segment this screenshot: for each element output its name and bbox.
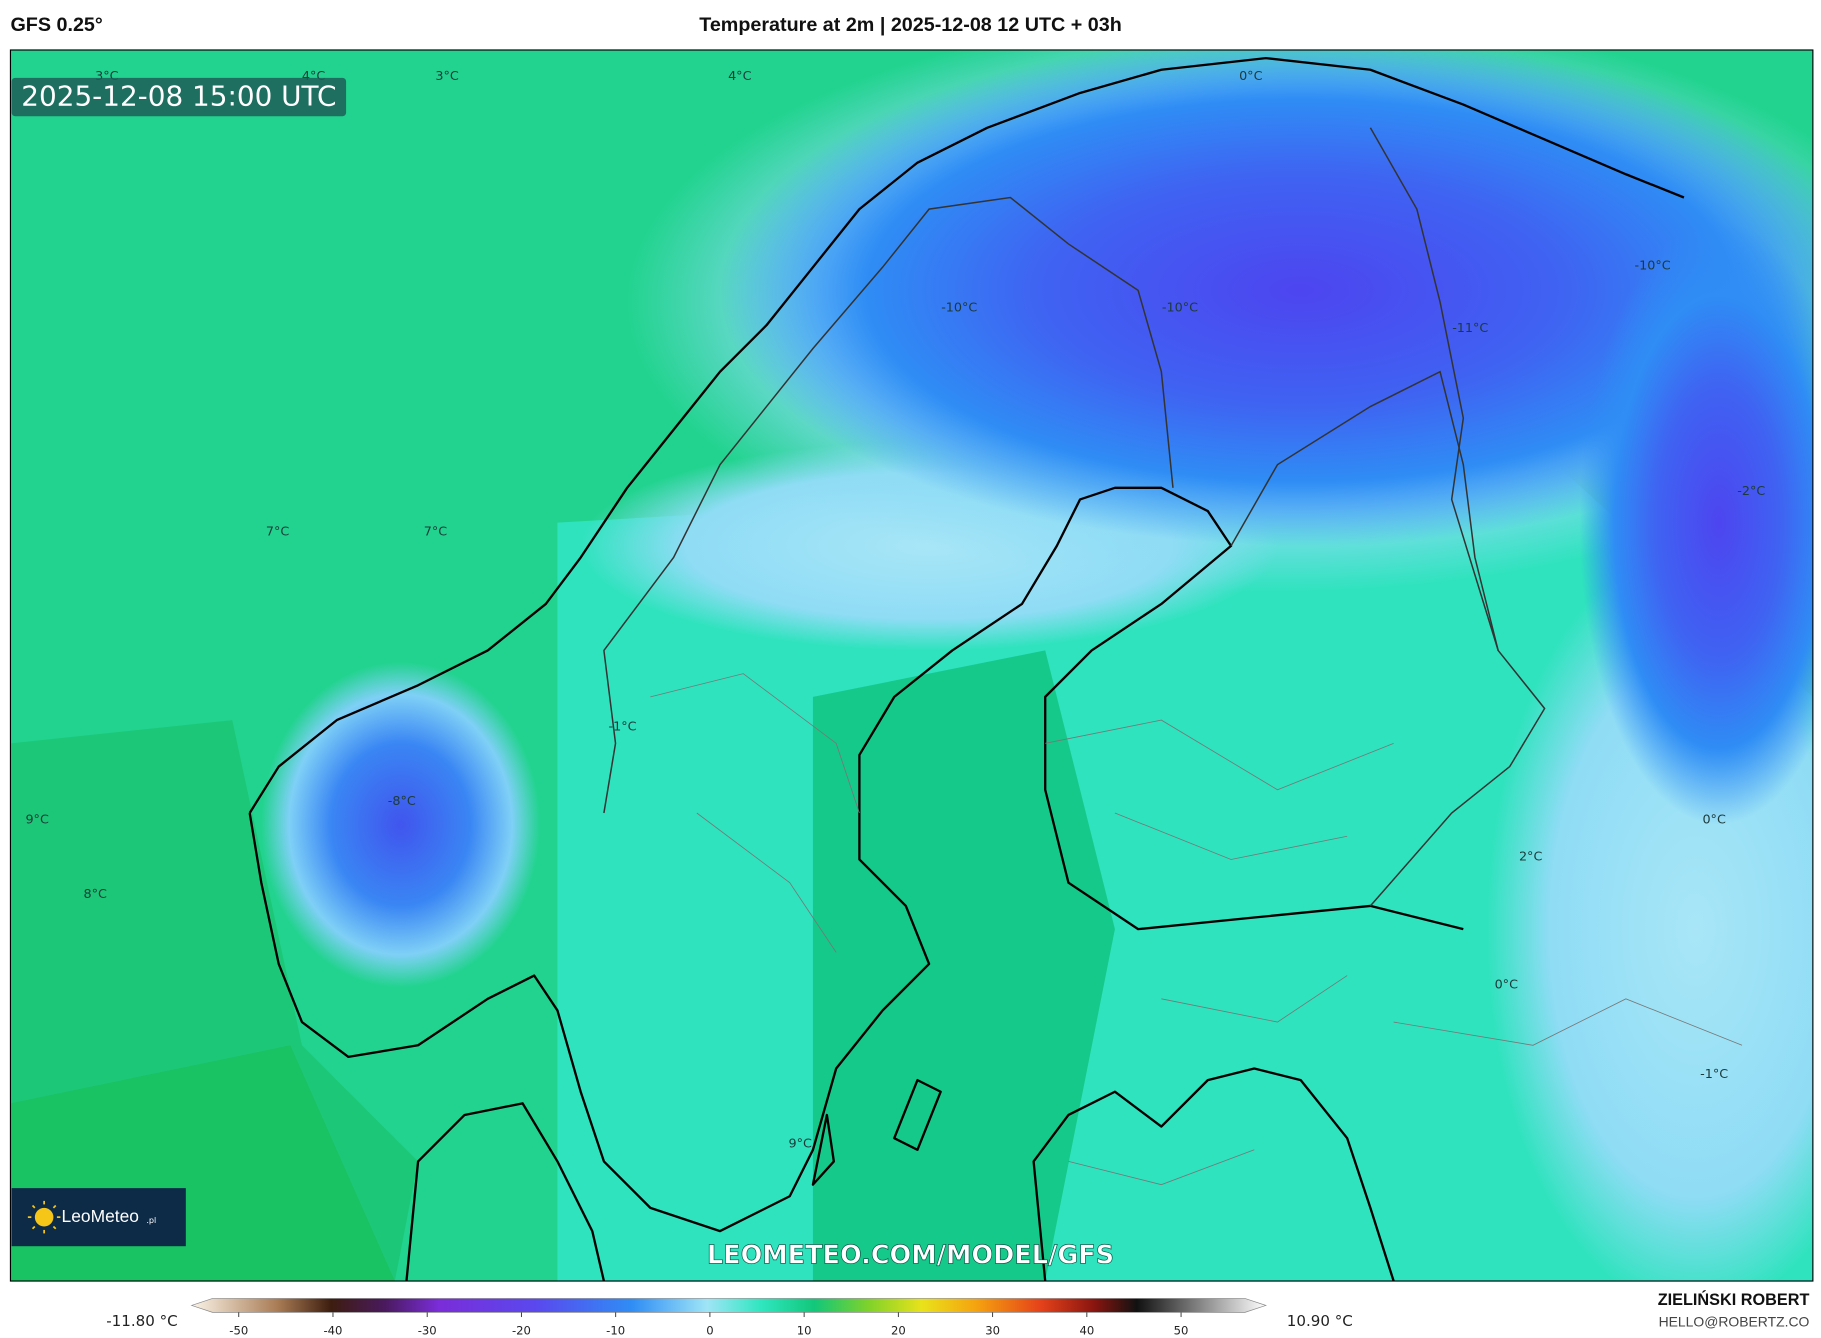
colorbar-tick-label: 10 xyxy=(797,1323,812,1337)
island xyxy=(811,1078,942,1186)
contour-label: 2°C xyxy=(1519,850,1543,865)
country-border xyxy=(1369,127,1499,651)
colorbar xyxy=(190,1298,1267,1313)
coastline xyxy=(1032,1067,1395,1282)
contour-label: 0°C xyxy=(1495,977,1519,992)
colorbar-tick-label: 50 xyxy=(1174,1323,1189,1337)
colorbar-tick-label: 30 xyxy=(985,1323,1000,1337)
colorbar-ticks: -50 -40 -30 -20 -10 0 10 20 30 40 50 xyxy=(229,1312,1188,1337)
contour-label: -1°C xyxy=(608,720,636,735)
contour-label: 0°C xyxy=(1702,812,1726,827)
valid-time: 2025-12-08 15:00 UTC xyxy=(21,80,336,113)
contact: HELLO@ROBERTZ.CO xyxy=(1659,1314,1810,1330)
map xyxy=(10,49,1813,1282)
colorbar-tick-label: -40 xyxy=(323,1323,342,1337)
colorbar-tick-label: -30 xyxy=(418,1323,437,1337)
admin-border xyxy=(650,673,1743,1186)
colorbar-tick-label: 40 xyxy=(1079,1323,1094,1337)
logo-rays xyxy=(27,1200,61,1234)
country-border xyxy=(1230,370,1546,907)
contour-label: -10°C xyxy=(941,300,977,315)
contour-label: -8°C xyxy=(388,794,416,809)
colorbar-tick-label: 0 xyxy=(706,1323,713,1337)
contour-label: 7°C xyxy=(266,524,290,539)
cold-area xyxy=(1579,220,1813,825)
coastline xyxy=(405,1102,606,1282)
contour-label: -11°C xyxy=(1452,321,1488,336)
map-frame xyxy=(9,49,1814,1282)
contour-label: 8°C xyxy=(84,887,108,902)
contour-label: 3°C xyxy=(435,69,459,84)
cold-area xyxy=(261,662,541,988)
contour-label: 9°C xyxy=(788,1136,812,1151)
chart-title: Temperature at 2m | 2025-12-08 12 UTC + … xyxy=(699,14,1122,36)
cold-area xyxy=(720,49,1813,546)
coastline xyxy=(248,56,1685,814)
baltic-sea xyxy=(812,650,1115,1282)
colorbar-max: 10.90 °C xyxy=(1287,1312,1353,1330)
country-border xyxy=(603,196,1174,814)
watermark: LEOMETEO.COM/MODEL/GFS xyxy=(707,1241,1114,1271)
coastline xyxy=(248,486,1464,1233)
logo-suffix: .pl xyxy=(146,1215,156,1225)
author: ZIELIŃSKI ROBERT xyxy=(1658,1290,1810,1309)
logo-name: LeoMeteo xyxy=(62,1206,139,1226)
colorbar-tick-label: 20 xyxy=(891,1323,906,1337)
contour-label: -1°C xyxy=(1700,1067,1728,1082)
contour-label: 9°C xyxy=(25,812,49,827)
valid-time-box xyxy=(11,77,347,117)
logo-sun xyxy=(34,1207,54,1227)
contour-label: -2°C xyxy=(1737,484,1765,499)
colorbar-tick-label: -10 xyxy=(606,1323,625,1337)
contour-label: 0°C xyxy=(1239,69,1263,84)
contour-labels: 3°C 4°C 3°C 4°C 0°C-10°C -10°C-11°C-10°C7°C 7°… xyxy=(25,69,1765,1151)
contour-label: 4°C xyxy=(728,69,752,84)
colorbar-tick-label: -20 xyxy=(512,1323,531,1337)
contour-label: -10°C xyxy=(1162,300,1198,315)
contour-label: -10°C xyxy=(1635,259,1671,274)
contour-label: 7°C xyxy=(424,524,448,539)
model-name: GFS 0.25° xyxy=(10,14,102,36)
colorbar-tick-label: -50 xyxy=(229,1323,248,1337)
colorbar-min: -11.80 °C xyxy=(106,1312,177,1330)
